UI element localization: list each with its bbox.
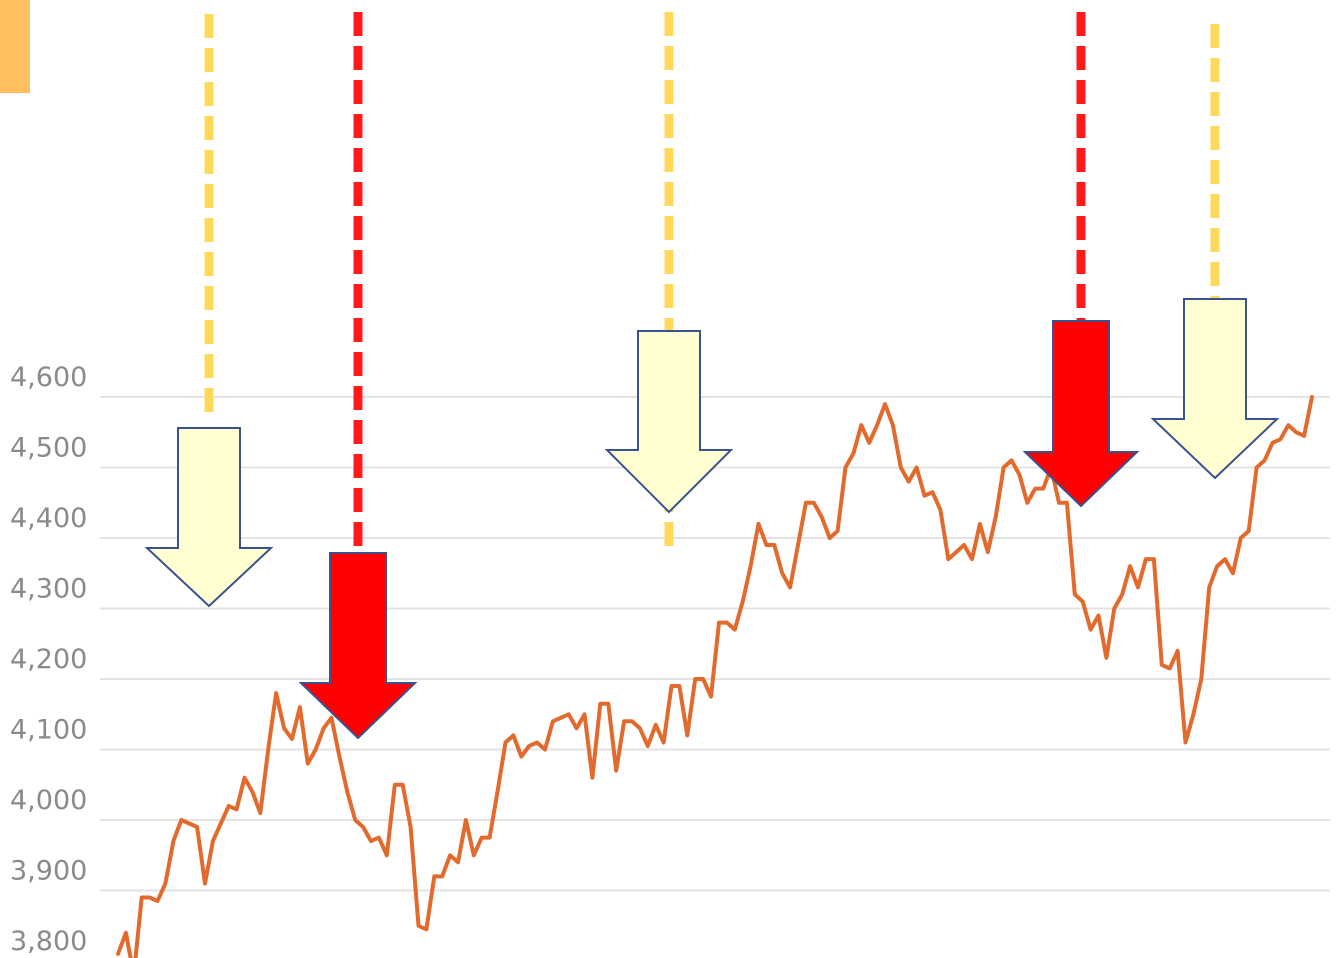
red-down-arrow-2	[298, 12, 418, 740]
yellow-down-arrow-1	[144, 14, 274, 608]
price-series	[116, 395, 1314, 958]
down-arrow-icon	[1022, 320, 1140, 508]
down-arrow-icon	[1150, 298, 1280, 480]
y-tick-label: 3,800	[10, 926, 87, 957]
y-tick-label: 4,600	[10, 362, 87, 393]
y-tick-label: 4,300	[10, 574, 87, 605]
yellow-down-arrow-5	[1150, 24, 1280, 480]
corner-tab	[0, 0, 30, 93]
annotation-arrows	[144, 12, 1280, 740]
y-tick-label: 4,200	[10, 644, 87, 675]
y-tick-label: 4,000	[10, 785, 87, 816]
y-tick-label: 4,400	[10, 503, 87, 534]
yellow-down-arrow-3	[604, 12, 734, 550]
y-axis-ticks: 3,800 3,900 4,000 4,100 4,200 4,300 4,400 4,500…	[10, 362, 87, 957]
y-tick-label: 4,100	[10, 715, 87, 746]
red-down-arrow-4	[1022, 12, 1140, 508]
y-tick-label: 4,500	[10, 433, 87, 464]
down-arrow-icon	[298, 552, 418, 740]
down-arrow-icon	[144, 427, 274, 608]
down-arrow-icon	[604, 330, 734, 514]
y-tick-label: 3,900	[10, 856, 87, 887]
series-line	[116, 395, 1314, 958]
